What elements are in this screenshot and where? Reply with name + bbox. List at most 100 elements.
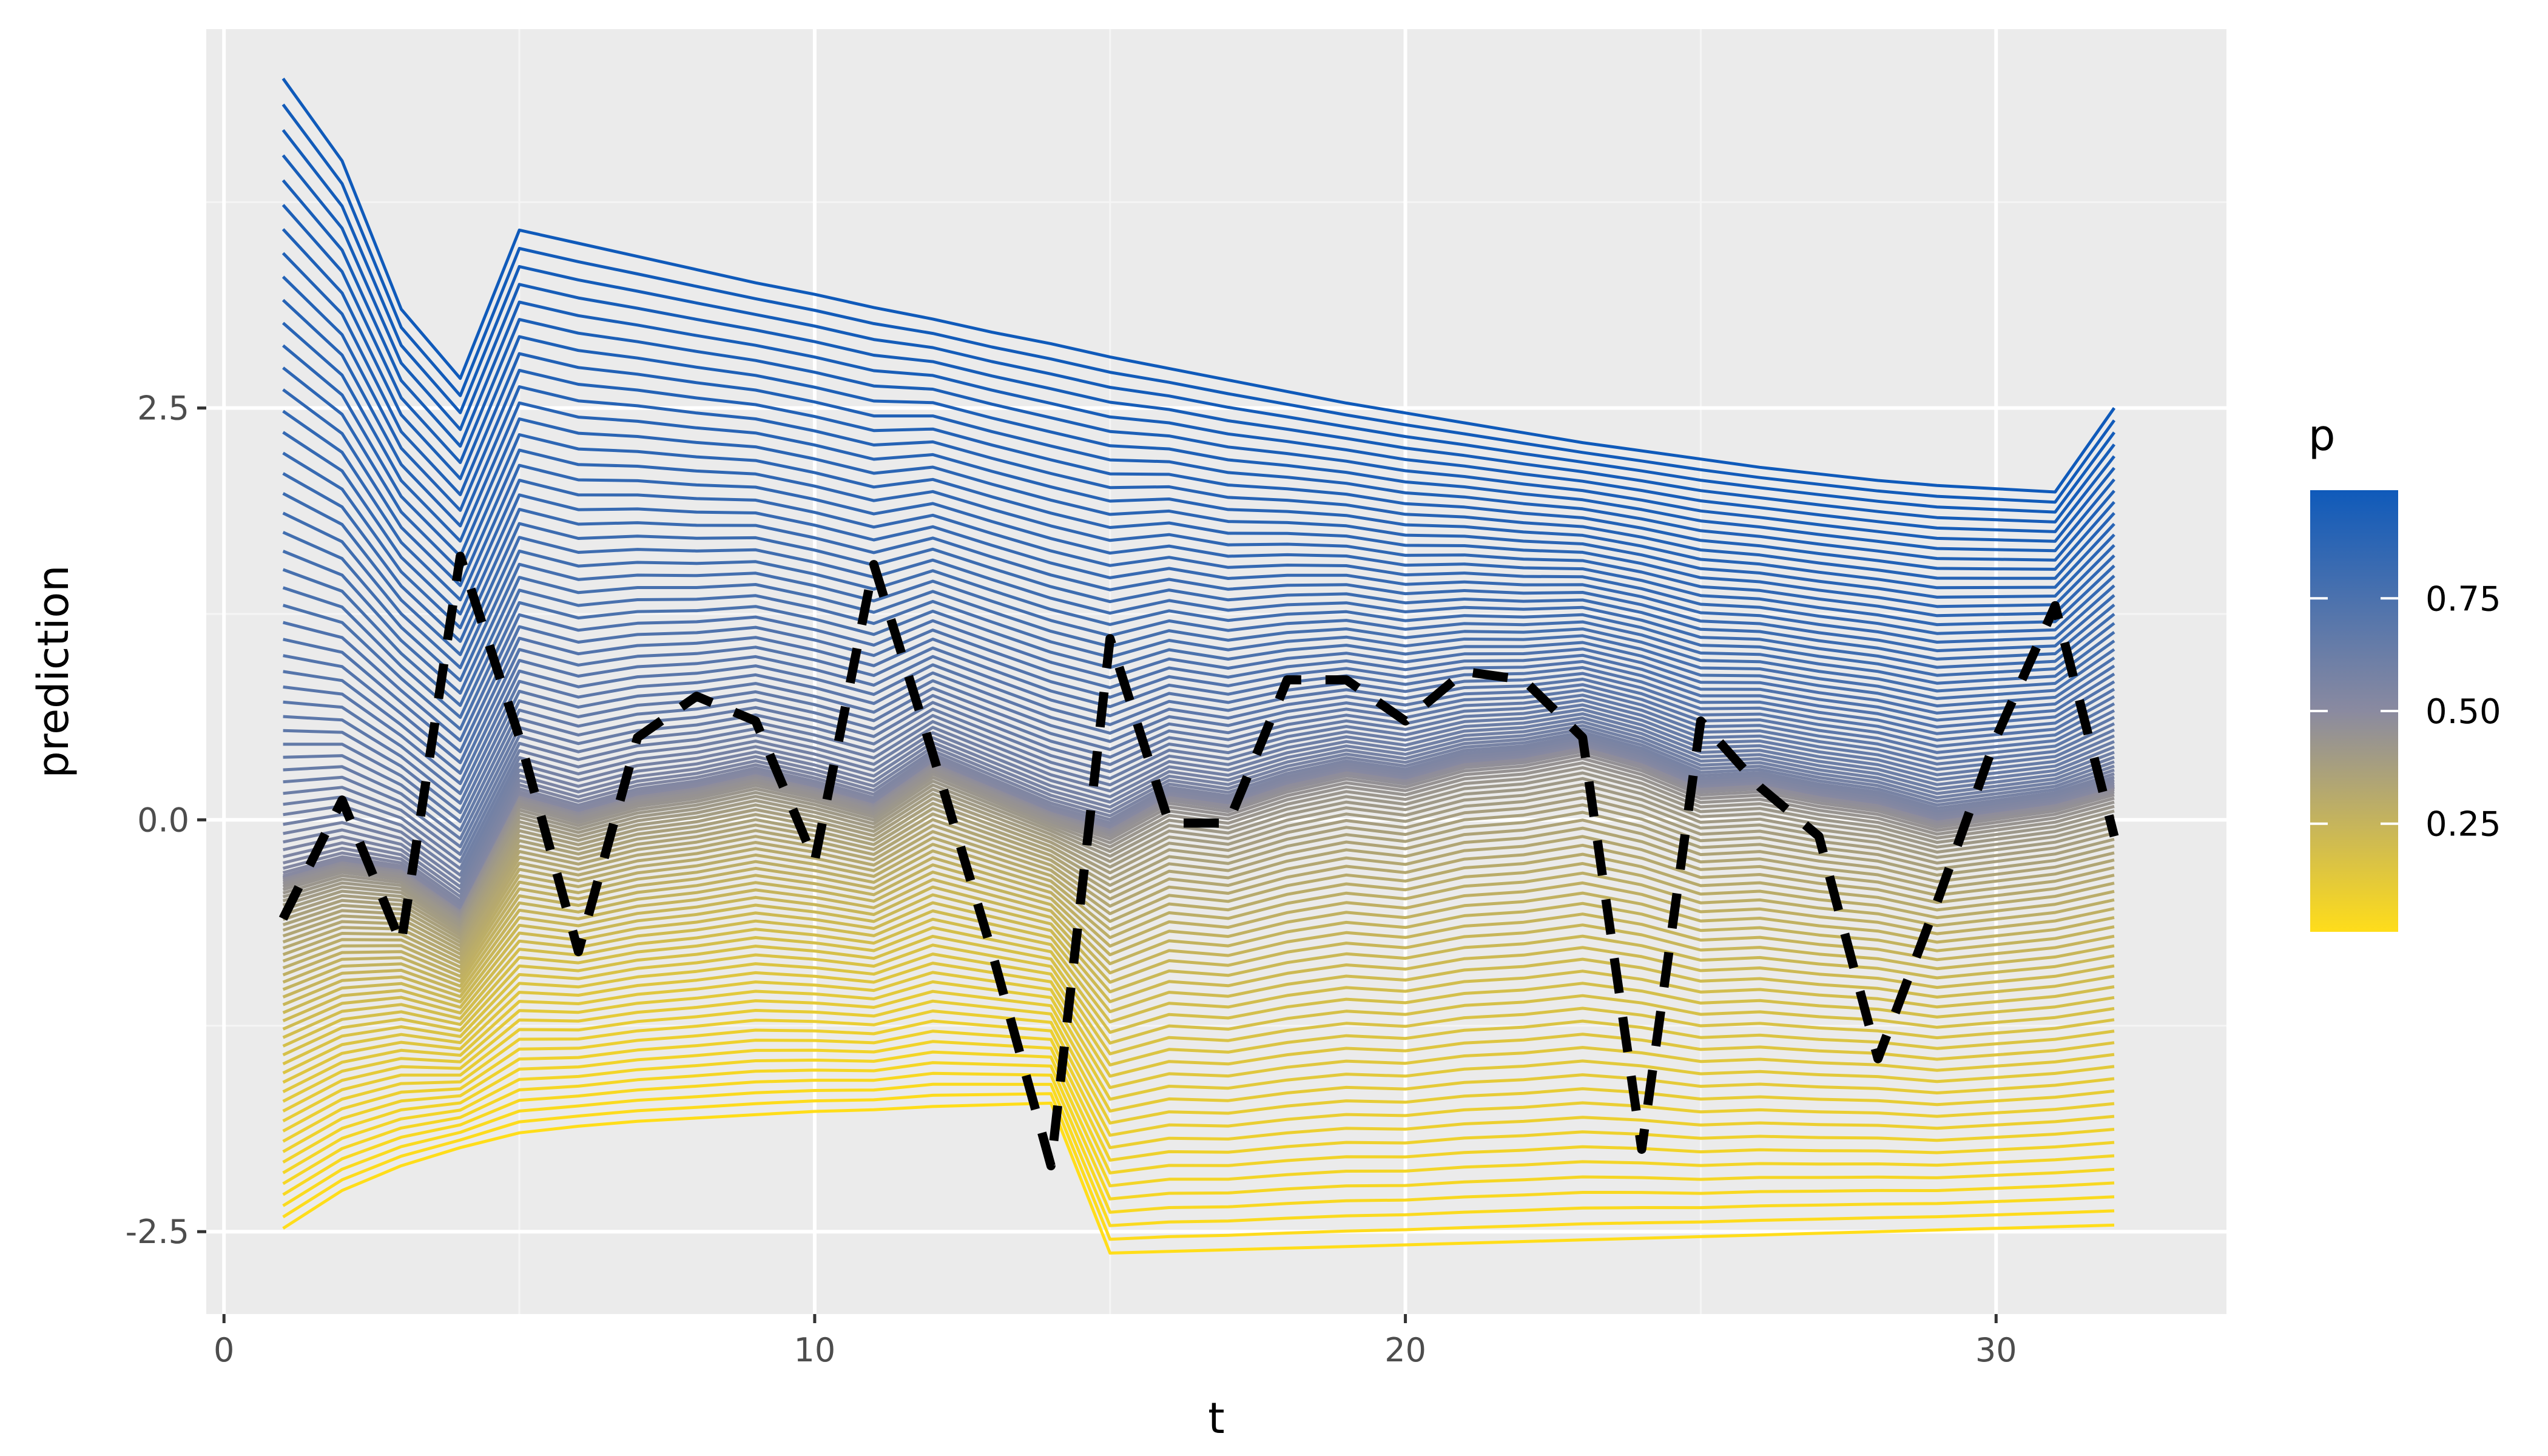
quantile-series-line — [282, 885, 2115, 1006]
quantile-series-line — [282, 550, 2115, 695]
quantile-series-line — [282, 807, 2115, 944]
quantile-series-line — [282, 1050, 2115, 1188]
quantile-series-line — [282, 1101, 2115, 1255]
quantile-series-line — [281, 298, 2115, 580]
quantile-series-line — [283, 625, 2115, 753]
quantile-series-line — [282, 971, 2115, 1093]
quantile-series-line — [282, 893, 2115, 1014]
quantile-series-line — [282, 472, 2115, 653]
quantile-series-line — [282, 451, 2115, 644]
colorbar-legend: p 0.25 0.50 0.75 — [2308, 411, 2501, 932]
quantile-series-line — [283, 636, 2115, 764]
quantile-series-line — [282, 1061, 2115, 1201]
quantile-series-line — [282, 980, 2115, 1103]
quantile-series-line — [282, 849, 2115, 973]
quantile-series-line — [282, 1009, 2115, 1137]
quantile-series-line — [282, 812, 2115, 948]
quantile-series-line — [282, 952, 2115, 1074]
quantile-series-line — [283, 645, 2115, 775]
quantile-series-line — [281, 252, 2115, 562]
quantile-series-line — [283, 724, 2115, 877]
quantile-series-line — [282, 1030, 2115, 1162]
quantile-series-line — [283, 663, 2115, 795]
y-tick-label: 0.0 — [137, 801, 189, 839]
y-axis-title: prediction — [29, 565, 78, 778]
quantile-series-line — [283, 730, 2115, 889]
observed-series-line — [278, 551, 2119, 1171]
quantile-series-line — [282, 568, 2115, 707]
colorbar-tick-label: 0.75 — [2425, 579, 2501, 619]
quantile-series-line — [282, 601, 2115, 731]
quantile-series-line — [281, 344, 2115, 599]
quantile-series-line — [282, 1071, 2115, 1214]
quantile-series-line — [282, 856, 2115, 978]
x-axis-ticks: 0 10 20 30 — [214, 1314, 2017, 1369]
quantile-series-line — [282, 431, 2115, 635]
quantile-series-line — [281, 78, 2116, 494]
quantile-series-line — [282, 761, 2115, 920]
x-tick-label: 10 — [794, 1331, 836, 1369]
quantile-series-line — [282, 388, 2115, 618]
quantile-series-line — [281, 103, 2116, 504]
quantile-series-line — [281, 322, 2115, 590]
x-tick-label: 20 — [1384, 1331, 1426, 1369]
quantile-series-line — [282, 989, 2115, 1113]
y-tick-label: -2.5 — [126, 1213, 189, 1251]
quantile-series-line — [283, 671, 2115, 805]
quantile-series-line — [282, 742, 2115, 909]
quantile-series-line — [281, 204, 2115, 543]
quantile-series-line — [282, 909, 2115, 1031]
quantile-series-line — [283, 733, 2115, 894]
y-axis-ticks: 2.5 0.0 -2.5 — [126, 389, 206, 1251]
quantile-series-line — [282, 917, 2115, 1039]
quantile-series-line — [282, 410, 2115, 627]
quantile-series-line — [283, 712, 2115, 856]
quantile-series-line — [283, 716, 2115, 863]
quantile-series-line — [282, 943, 2115, 1065]
quantile-series-line — [283, 693, 2115, 832]
quantile-series-line — [283, 707, 2115, 849]
grid-minor — [206, 29, 2226, 1314]
quantile-series-line — [282, 830, 2115, 960]
quantile-series-line — [281, 154, 2115, 524]
quantile-series-line — [281, 275, 2115, 571]
observed-line — [278, 551, 2119, 1171]
quantile-series-line — [282, 757, 2115, 918]
quantile-series-line — [282, 531, 2115, 682]
quantile-series-line — [283, 655, 2115, 786]
quantile-series-line — [282, 962, 2115, 1084]
x-tick-label: 30 — [1975, 1331, 2017, 1369]
quantile-series-line — [282, 1019, 2115, 1150]
quantile-series-line — [282, 1082, 2115, 1227]
quantile-series-line — [282, 738, 2115, 903]
quantile-series-line — [283, 687, 2115, 823]
quantile-series-line — [282, 753, 2115, 917]
quantile-series-line — [282, 824, 2115, 956]
quantile-series-line — [282, 492, 2115, 661]
quantile-series-line — [282, 843, 2115, 969]
colorbar-tick-label: 0.25 — [2425, 805, 2501, 844]
quantile-series-line — [282, 934, 2115, 1057]
quantile-series-line — [283, 727, 2115, 883]
quantile-series-line — [283, 701, 2115, 841]
quantile-series-line — [282, 613, 2115, 743]
y-tick-label: 2.5 — [137, 389, 189, 428]
quantile-series-line — [282, 511, 2115, 670]
quantile-series-line — [282, 878, 2115, 999]
quantile-series-line — [282, 796, 2115, 937]
quantile-series-line — [282, 750, 2115, 915]
quantile-series-line — [282, 818, 2115, 952]
colorbar-title: p — [2308, 411, 2335, 460]
quantile-series-line — [282, 366, 2115, 608]
colorbar-ticks: 0.25 0.50 0.75 — [2310, 579, 2501, 844]
quantile-series-line — [281, 179, 2115, 533]
quantile-series-line — [282, 901, 2115, 1022]
quantile-series-line — [282, 741, 2115, 906]
x-axis-title: t — [1208, 1394, 1224, 1443]
quantile-series-line — [282, 1040, 2115, 1175]
quantile-series-line — [282, 801, 2115, 940]
quantile-series-line — [283, 720, 2115, 871]
x-tick-label: 0 — [214, 1331, 234, 1369]
quantile-series-line — [282, 836, 2115, 965]
quantile-series-line — [282, 926, 2115, 1048]
